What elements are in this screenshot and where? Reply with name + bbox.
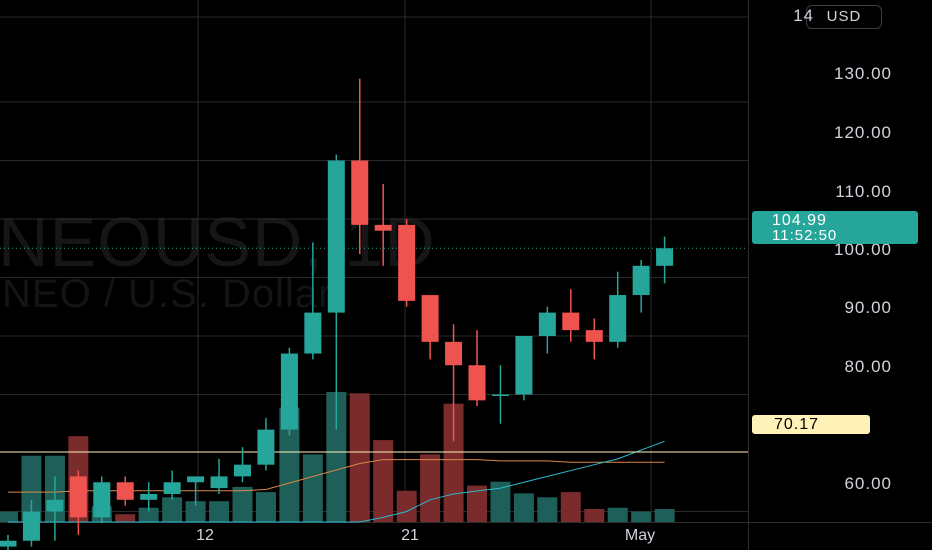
horizontal-line-value: 70.17 [774, 416, 820, 433]
candle-body [0, 540, 17, 547]
moving-average-line [8, 440, 665, 523]
volume-bar [396, 490, 417, 522]
candle-body [585, 330, 603, 342]
candle-body [280, 353, 298, 430]
y-tick-label: 80.00 [844, 357, 892, 376]
candle-body [421, 295, 439, 342]
candle-body [93, 482, 111, 518]
volume-bar [302, 454, 323, 522]
y-tick-label: 110.00 [835, 182, 892, 201]
volume-bar [607, 507, 628, 522]
candle-body [609, 295, 627, 342]
last-price-value: 104.99 [772, 212, 827, 229]
candle-body [491, 394, 509, 396]
volume-bar [232, 486, 253, 522]
candle-body [234, 464, 251, 477]
candle-body [468, 365, 486, 401]
volume-bar [560, 492, 581, 522]
volume-bar [631, 511, 652, 522]
y-tick-label: 120.00 [834, 123, 892, 142]
candle-body [210, 476, 228, 489]
volume-bar [443, 403, 464, 522]
volume-bar [209, 501, 230, 522]
volume-bar [326, 392, 347, 522]
candle-body [140, 493, 158, 500]
candle-body [69, 476, 87, 518]
y-tick-label: 100.00 [834, 240, 892, 259]
y-tick-label: 60.00 [844, 474, 892, 493]
candle-body [187, 476, 205, 483]
candle-body [22, 511, 40, 541]
y-tick-label: 130.00 [834, 64, 892, 83]
candle-body [538, 312, 556, 336]
volume-bar [490, 481, 511, 522]
volume-bar [349, 393, 370, 522]
candle-body [398, 224, 416, 301]
horizontal-line-label: 70.17 [752, 415, 870, 434]
x-tick-label: 12 [196, 527, 214, 544]
volume-bar [654, 509, 675, 522]
volume-bar [467, 485, 487, 522]
y-tick-label: 14 [793, 6, 814, 25]
volume-bar [537, 497, 558, 522]
candle-body [445, 341, 463, 366]
volume-bar [115, 514, 136, 522]
volume-bar [420, 454, 441, 522]
candle-body [163, 482, 181, 494]
candle-body [257, 429, 275, 465]
volume-bar [279, 407, 300, 522]
x-tick-label: May [624, 527, 656, 544]
currency-button[interactable]: USD [806, 5, 882, 29]
x-tick-label: 21 [401, 527, 419, 544]
last-price-label: 104.99 11:52:50 [752, 211, 918, 244]
volume-bar [185, 501, 206, 522]
candle-body [515, 336, 533, 395]
volume-bar [162, 497, 183, 522]
volume-bar [138, 507, 159, 522]
candle-body [116, 482, 134, 500]
volume-bar [584, 509, 605, 522]
candle-body [632, 265, 650, 296]
bar-countdown: 11:52:50 [772, 227, 838, 244]
candle-body [304, 312, 322, 354]
volume-bar [513, 493, 534, 522]
volume-bar [21, 455, 42, 522]
candle-body [562, 312, 580, 331]
candle-body [656, 248, 674, 266]
candle-body [327, 160, 345, 313]
candle-body [46, 499, 64, 512]
candle-body [374, 224, 392, 231]
candle-body [351, 160, 369, 225]
y-tick-label: 90.00 [844, 298, 892, 317]
volume-bar [255, 492, 276, 522]
volume-bar [0, 511, 18, 522]
